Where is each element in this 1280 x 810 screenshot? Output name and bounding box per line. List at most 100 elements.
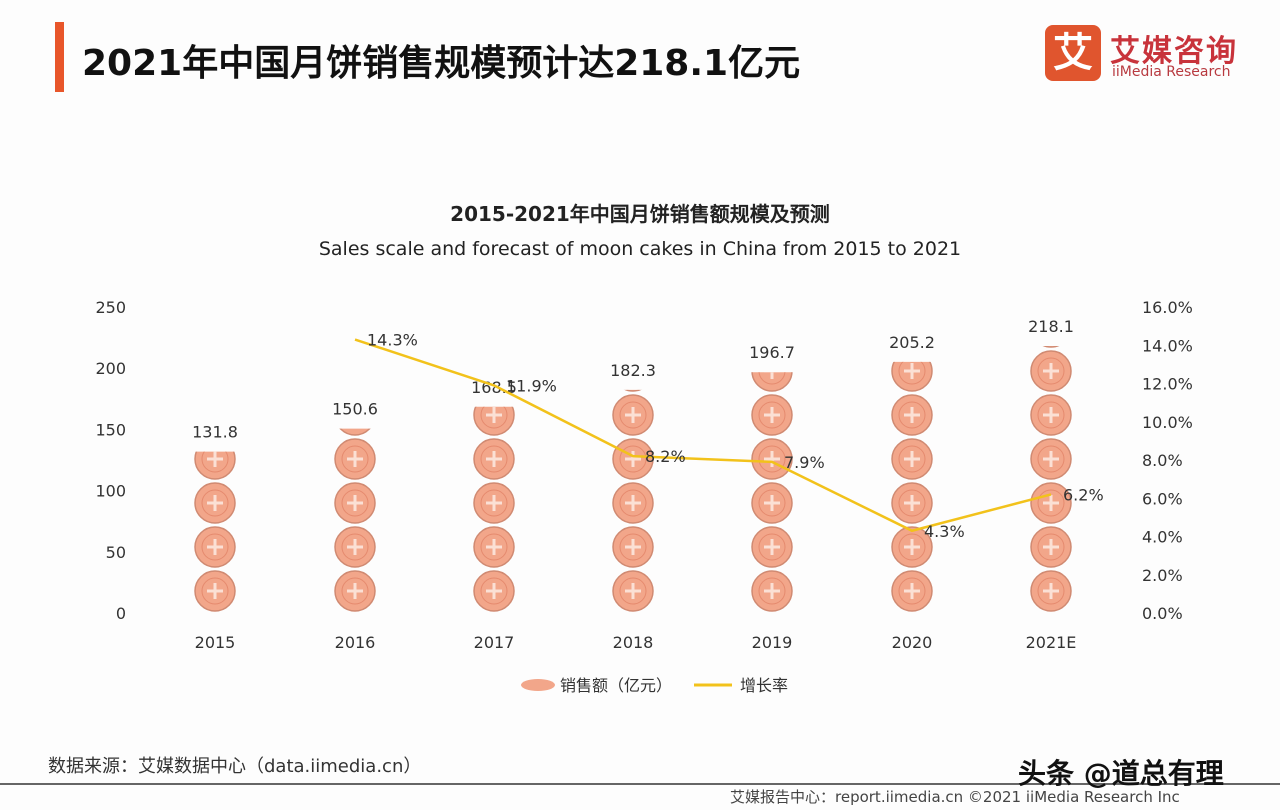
right-axis-tick: 12.0% — [1142, 375, 1193, 394]
mooncake-pattern — [347, 539, 363, 555]
mooncake-pattern — [904, 363, 920, 379]
line-value-label: 4.3% — [924, 522, 965, 541]
mooncake-bar — [194, 451, 236, 612]
right-axis-tick: 6.0% — [1142, 489, 1183, 508]
mooncake-pattern — [619, 533, 647, 561]
mooncake-pattern — [1037, 445, 1065, 473]
mooncake-icon — [339, 428, 371, 436]
mooncake-pattern — [486, 495, 502, 511]
mooncake-pattern — [1043, 495, 1059, 511]
legend-swatch-sales — [521, 679, 555, 691]
mooncake-pattern — [758, 401, 786, 429]
x-axis-tick: 2019 — [752, 633, 793, 652]
mooncake-icon — [751, 372, 793, 392]
mooncake-pattern — [207, 583, 223, 599]
bar-value-label: 196.7 — [749, 343, 795, 362]
mooncake-pattern — [898, 401, 926, 429]
mooncake-pattern — [758, 489, 786, 517]
mooncake-pattern — [207, 495, 223, 511]
mooncake-pattern — [625, 495, 641, 511]
mooncake-pattern — [480, 445, 508, 473]
mooncake-icon — [624, 389, 642, 392]
mooncake-pattern — [201, 489, 229, 517]
chart-subtitle: Sales scale and forecast of moon cakes i… — [318, 238, 962, 260]
left-axis-tick: 250 — [95, 298, 126, 317]
mooncake-pattern — [758, 445, 786, 473]
logo-text-en: iiMedia Research — [1112, 64, 1231, 80]
mooncake-bar — [891, 361, 933, 612]
mooncake-pattern — [619, 489, 647, 517]
mooncake-pattern — [1037, 489, 1065, 517]
logo-text-cn: 艾媒咨询 — [1110, 34, 1238, 69]
left-axis-tick: 100 — [95, 482, 126, 501]
mooncake-pattern — [758, 372, 786, 385]
data-source: 数据来源：艾媒数据中心（data.iimedia.cn） — [48, 756, 422, 777]
mooncake-pattern — [480, 577, 508, 605]
bar-value-label: 131.8 — [192, 423, 238, 442]
x-axis-tick: 2018 — [613, 633, 654, 652]
mooncake-pattern — [1043, 451, 1059, 467]
mooncake-pattern — [904, 539, 920, 555]
mooncake-pattern — [898, 577, 926, 605]
mooncake-pattern — [904, 451, 920, 467]
mooncake-pattern — [201, 577, 229, 605]
mooncake-pattern — [758, 533, 786, 561]
mooncake-pattern — [341, 489, 369, 517]
mooncake-pattern — [1037, 577, 1065, 605]
mooncake-pattern — [898, 533, 926, 561]
line-value-label: 11.9% — [506, 376, 557, 395]
mooncake-pattern — [486, 407, 502, 423]
mooncake-pattern — [480, 489, 508, 517]
mooncake-pattern — [764, 451, 780, 467]
mooncake-pattern — [904, 583, 920, 599]
growth-rate-line — [354, 338, 1052, 533]
mooncake-pattern — [347, 495, 363, 511]
right-axis-tick: 4.0% — [1142, 528, 1183, 547]
mooncake-pattern — [1037, 401, 1065, 429]
mooncake-pattern — [898, 489, 926, 517]
footer: 艾媒报告中心：report.iimedia.cn ©2021 iiMedia R… — [730, 788, 1180, 806]
mooncake-pattern — [619, 401, 647, 429]
x-axis-tick: 2015 — [195, 633, 236, 652]
mooncake-pattern — [486, 539, 502, 555]
x-axis-tick: 2017 — [474, 633, 515, 652]
mooncake-pattern — [898, 361, 926, 385]
mooncake-icon — [1042, 346, 1060, 348]
mooncake-pattern — [207, 451, 223, 467]
right-axis-tick: 16.0% — [1142, 298, 1193, 317]
line-value-label: 7.9% — [784, 453, 825, 472]
mooncake-pattern — [619, 445, 647, 473]
x-axis-tick: 2016 — [335, 633, 376, 652]
mooncake-pattern — [619, 577, 647, 605]
bar-value-label: 182.3 — [610, 361, 656, 380]
right-axis-tick: 14.0% — [1142, 336, 1193, 355]
mooncake-pattern — [758, 577, 786, 605]
mooncake-pattern — [341, 533, 369, 561]
mooncake-pattern — [1037, 533, 1065, 561]
mooncake-pattern — [486, 583, 502, 599]
page-title: 2021年中国月饼销售规模预计达218.1亿元 — [82, 43, 801, 84]
mooncake-bar — [612, 389, 654, 612]
mooncake-pattern — [764, 372, 780, 379]
mooncake-pattern — [898, 445, 926, 473]
mooncake-pattern — [1043, 583, 1059, 599]
right-axis-tick: 8.0% — [1142, 451, 1183, 470]
left-axis-tick: 50 — [106, 543, 126, 562]
mooncake-pattern — [347, 583, 363, 599]
watermark: 头条 @道总有理 — [1018, 757, 1224, 790]
logo: 艾 — [1045, 25, 1101, 81]
mooncake-pattern — [1043, 539, 1059, 555]
x-axis-tick: 2021E — [1026, 633, 1077, 652]
bar-value-label: 218.1 — [1028, 317, 1074, 336]
bar-value-label: 205.2 — [889, 333, 935, 352]
mooncake-pattern — [201, 533, 229, 561]
mooncake-pattern — [625, 539, 641, 555]
mooncake-pattern — [480, 533, 508, 561]
right-axis-tick: 10.0% — [1142, 413, 1193, 432]
mooncake-bar — [473, 406, 515, 612]
mooncake-pattern — [764, 495, 780, 511]
mooncake-pattern — [341, 445, 369, 473]
mooncake-pattern — [625, 407, 641, 423]
title-accent-bar — [55, 22, 64, 92]
